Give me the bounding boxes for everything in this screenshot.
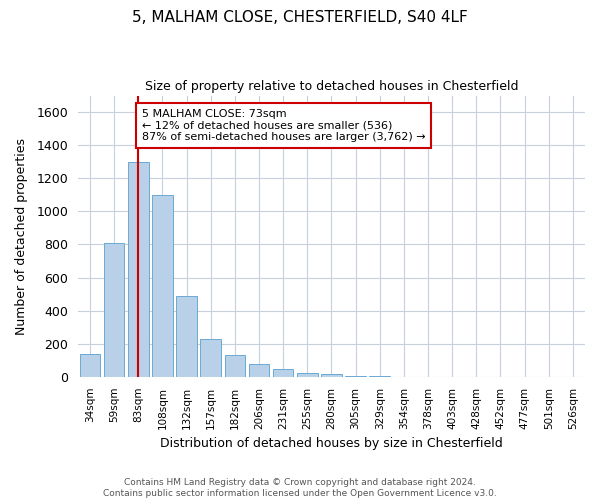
Text: Contains HM Land Registry data © Crown copyright and database right 2024.
Contai: Contains HM Land Registry data © Crown c…: [103, 478, 497, 498]
Bar: [321, 374, 342, 377]
Bar: [104, 243, 124, 377]
Bar: [249, 364, 269, 377]
Bar: [346, 376, 366, 377]
Bar: [176, 296, 197, 377]
Bar: [200, 339, 221, 377]
Bar: [224, 356, 245, 377]
Y-axis label: Number of detached properties: Number of detached properties: [15, 138, 28, 334]
Title: Size of property relative to detached houses in Chesterfield: Size of property relative to detached ho…: [145, 80, 518, 93]
Text: 5, MALHAM CLOSE, CHESTERFIELD, S40 4LF: 5, MALHAM CLOSE, CHESTERFIELD, S40 4LF: [132, 10, 468, 25]
Bar: [273, 368, 293, 377]
Bar: [297, 372, 317, 377]
Bar: [128, 162, 149, 377]
Bar: [80, 354, 100, 377]
Text: 5 MALHAM CLOSE: 73sqm
← 12% of detached houses are smaller (536)
87% of semi-det: 5 MALHAM CLOSE: 73sqm ← 12% of detached …: [142, 109, 425, 142]
X-axis label: Distribution of detached houses by size in Chesterfield: Distribution of detached houses by size …: [160, 437, 503, 450]
Bar: [152, 195, 173, 377]
